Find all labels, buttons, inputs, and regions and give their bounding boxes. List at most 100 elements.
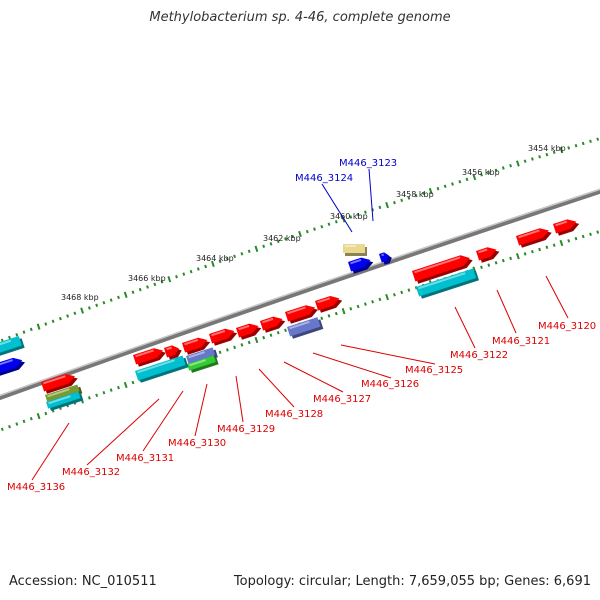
gene-features [0,219,580,411]
gene-label-m446-3124: M446_3124 [295,173,353,184]
gene-label-m446-3129: M446_3129 [217,424,275,435]
gene-shine [518,229,540,239]
gene-shine [48,395,71,405]
scale-label-3464: 3464 kbp [196,254,234,263]
gene-teal-b [135,355,189,383]
gene-body [379,252,389,263]
gene-shine [135,349,154,358]
major-tick [211,260,215,268]
accession-text: Accession: NC_010511 [9,574,157,589]
genome-backbone-highlight [0,188,600,397]
gene-body [416,268,477,297]
gene-m446-3128 [260,316,286,333]
minor-tick [349,215,353,219]
leader-m446-3131 [142,390,184,452]
gene-shine [262,317,274,324]
minor-tick [22,419,26,424]
minor-tick [407,196,411,200]
gene-body [348,257,371,272]
gene-shine [43,375,66,385]
minor-tick [436,186,440,191]
gene-shine [478,248,488,254]
gene-label-m446-3120: M446_3120 [538,321,596,332]
minor-tick [233,254,237,259]
minor-tick [458,179,462,184]
gene-shine [555,220,568,227]
gene-shine [381,253,385,257]
minor-tick [29,416,33,421]
minor-tick [538,155,542,159]
minor-tick [371,300,375,304]
minor-tick [87,306,91,310]
genome-info-text: Topology: circular; Length: 7,659,055 bp… [233,574,591,589]
minor-tick [581,141,585,146]
minor-tick [552,243,556,247]
scale-label-3456: 3456 kbp [462,168,500,177]
gene-shine [137,359,175,374]
gene-m446-3120 [553,219,580,236]
gene-body [187,355,216,371]
major-tick [472,173,477,181]
major-tick [36,323,41,330]
minor-tick [284,237,287,241]
minor-tick [73,311,77,316]
minor-tick [523,159,527,163]
minor-tick [349,307,353,311]
minor-tick [276,330,280,335]
gene-m446-3131 [133,348,166,367]
major-tick [516,160,520,167]
gene-body [45,384,80,402]
minor-tick [175,274,178,279]
gene-shine [47,388,70,398]
minor-tick [494,261,498,265]
major-tick [516,253,520,260]
minor-tick [95,303,99,308]
gene-shine [345,245,356,247]
major-tick [341,308,346,315]
gene-m446-3127 [287,317,324,339]
minor-tick [66,314,70,318]
gene-shine [414,256,461,274]
gene-body [476,247,497,261]
minor-tick [51,319,55,324]
gene-shine [418,272,466,290]
scale-label-3468: 3468 kbp [61,293,99,302]
gene-body [260,316,283,331]
minor-tick [276,239,280,244]
gene-label-m446-3121: M446_3121 [492,336,550,347]
gene-shine [184,339,199,346]
outer-tick-track [0,137,600,343]
minor-tick [117,295,120,300]
minor-tick [545,152,549,157]
gene-red-c [182,337,211,355]
minor-tick [567,146,571,150]
minor-tick [109,388,113,392]
gene-teal-edge [0,335,25,356]
leader-m446-3123 [368,168,374,222]
major-tick [80,307,84,314]
major-tick [298,230,302,238]
gene-shine [211,330,226,337]
gene-teal-a [416,268,479,299]
minor-tick [131,380,135,385]
minor-tick [218,350,222,355]
minor-tick [509,256,513,261]
gene-shine [317,297,331,304]
minor-tick [334,220,338,224]
minor-tick [29,327,33,332]
minor-tick [581,234,585,239]
minor-tick [501,166,505,170]
minor-tick [284,328,287,333]
minor-tick [189,269,193,274]
gene-red-b [209,328,238,346]
minor-tick [8,424,11,429]
major-tick [385,201,389,209]
gene-shine [189,359,206,367]
minor-tick [356,212,360,217]
minor-tick [15,422,19,426]
minor-tick [8,335,11,340]
scale-label-3454: 3454 kbp [528,144,566,153]
scale-label-3466: 3466 kbp [128,274,166,283]
gene-shine [188,351,205,359]
